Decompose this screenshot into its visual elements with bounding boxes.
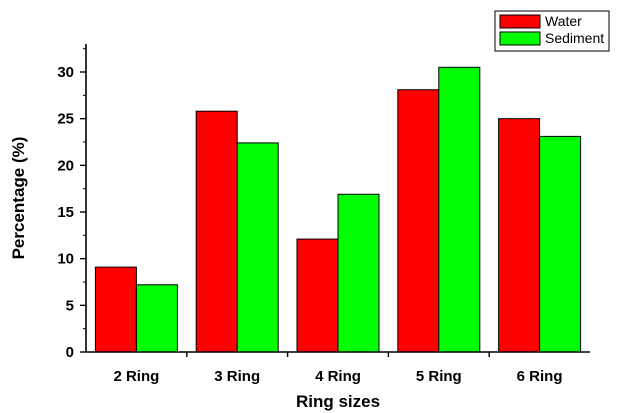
bar-sediment-3-ring (236, 142, 279, 353)
x-tick-label: 6 Ring (517, 368, 563, 385)
bars-group (94, 66, 582, 353)
y-tick-label: 0 (66, 344, 74, 361)
legend-label-sediment: Sediment (545, 30, 604, 46)
bar-sediment-6-ring (539, 135, 582, 353)
legend-label-water: Water (545, 13, 582, 29)
y-ticks-group: 0 5 10 15 20 25 30 (57, 48, 86, 361)
bar-sediment-4-ring (337, 193, 380, 353)
bar-water-2-ring (94, 266, 137, 353)
y-tick-label: 10 (57, 251, 74, 268)
x-tick-label: 3 Ring (214, 368, 260, 385)
y-tick-label: 25 (57, 111, 74, 128)
y-tick-label: 20 (57, 157, 74, 174)
y-tick-label: 30 (57, 64, 74, 81)
x-axis-title: Ring sizes (296, 392, 380, 411)
legend-swatch-sediment (499, 31, 541, 46)
legend-swatch-water (499, 14, 541, 29)
x-tick-label: 4 Ring (315, 368, 361, 385)
bar-sediment-5-ring (438, 66, 481, 353)
x-tick-label: 2 Ring (113, 368, 159, 385)
bar-water-5-ring (397, 89, 440, 353)
x-ticks-group: 2 Ring 3 Ring 4 Ring 5 Ring 6 Ring (113, 352, 563, 385)
bar-sediment-2-ring (135, 284, 178, 353)
bar-water-6-ring (498, 118, 541, 353)
y-tick-label: 15 (57, 204, 74, 221)
bar-water-3-ring (195, 110, 238, 353)
y-axis-title: Percentage (%) (9, 137, 28, 260)
x-tick-label: 5 Ring (416, 368, 462, 385)
y-tick-label: 5 (66, 297, 74, 314)
bar-water-4-ring (296, 238, 339, 353)
